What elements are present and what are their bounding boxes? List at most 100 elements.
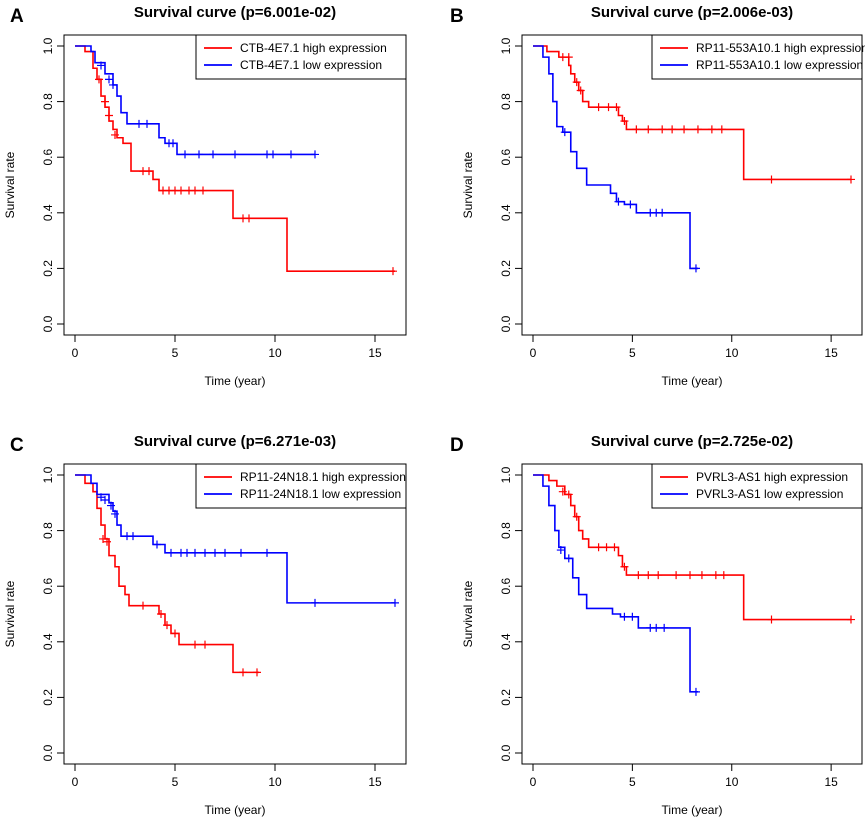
x-tick-label: 0 [72,775,79,789]
y-tick-label: 1.0 [41,37,55,54]
censor-mark-high [668,125,677,134]
y-tick-label: 0.0 [499,315,513,332]
censor-mark-low [101,496,109,505]
censor-mark-low [560,128,569,137]
censor-mark-high [558,487,567,496]
y-tick-label: 0.4 [499,633,513,650]
censor-mark-high [163,621,171,630]
legend-label-low: RP11-553A10.1 low expression [696,58,863,72]
legend-box [195,34,407,80]
x-tick-label: 0 [530,346,537,360]
censor-mark-low [109,80,117,89]
censor-mark-low [129,532,137,541]
censor-mark-high [686,571,695,580]
censor-mark-low [169,139,177,148]
censor-mark-low [221,548,229,557]
x-tick-label: 5 [172,775,179,789]
censor-mark-low [556,546,565,555]
plot-frame [63,34,407,336]
censor-mark-low [564,554,573,563]
censor-mark-high [620,562,629,571]
censor-mark-low [231,150,239,159]
censor-mark-low [183,548,191,557]
censor-mark-low [153,540,161,549]
legend-label-high: PVRL3-AS1 high expression [696,470,848,484]
survival-curve-low [75,474,395,604]
y-tick-label: 1.0 [41,466,55,483]
plot-frame [521,34,863,336]
censor-mark-high [564,53,573,62]
x-tick-label: 5 [172,346,179,360]
legend-label-low: RP11-24N18.1 low expression [240,487,401,501]
y-tick-label: 0.2 [499,260,513,277]
censor-mark-high [658,125,667,134]
x-tick-label: 5 [629,346,636,360]
censor-mark-high [564,490,573,499]
censor-mark-high [717,125,726,134]
censor-mark-low [143,119,151,128]
censor-mark-high [604,103,613,112]
x-tick-label: 10 [725,346,739,360]
censor-mark-low [111,509,119,518]
censor-mark-high [612,103,621,112]
y-tick-label: 0.8 [499,522,513,539]
y-tick-label: 0.0 [41,744,55,761]
censor-mark-low [211,548,219,557]
censor-mark-high [610,543,619,552]
x-tick-label: 0 [72,346,79,360]
censor-mark-high [620,117,629,126]
y-tick-label: 0.6 [499,578,513,595]
censor-mark-high [389,267,397,276]
censor-mark-high [95,75,103,84]
x-axis-title: Time (year) [662,803,723,817]
x-tick-label: 15 [368,346,382,360]
censor-mark-high [253,668,261,677]
censor-mark-low [201,548,209,557]
censor-mark-low [691,687,700,696]
panel-letter: D [450,435,464,456]
censor-mark-low [614,197,623,206]
censor-mark-high [171,629,179,638]
y-tick-label: 0.6 [499,149,513,166]
censor-mark-high [693,125,702,134]
chart-panel-d: D Survival curve (p=2.725e-02) 0.0 0.2 0.4 0.… [450,433,863,817]
censor-mark-low [660,623,669,632]
censor-mark-high [191,186,199,195]
censor-mark-high [767,175,776,184]
censor-mark-high [847,615,855,624]
y-axis-title: Survival rate [3,151,17,218]
censor-mark-low [269,150,277,159]
chart-title: Survival curve (p=2.006e-03) [591,4,793,21]
y-axis-title: Survival rate [461,580,475,647]
x-tick-label: 10 [268,775,282,789]
y-tick-label: 1.0 [499,37,513,54]
panel-letter: B [450,6,464,27]
censor-mark-high [576,86,585,95]
x-tick-label: 10 [725,775,739,789]
censor-mark-high [711,571,720,580]
survival-curve-low [75,45,315,156]
censor-mark-high [594,543,603,552]
chart-panel-a: A Survival curve (p=6.001e-02) 0.0 0.2 0.4 0.… [3,4,407,388]
censor-mark-high [177,186,185,195]
x-tick-label: 15 [824,346,838,360]
censor-mark-high [672,571,681,580]
censor-mark-high [634,571,643,580]
y-tick-label: 0.6 [41,149,55,166]
censor-mark-high [572,512,581,521]
censor-mark-high [632,125,641,134]
x-tick-label: 15 [368,775,382,789]
censor-mark-low [626,200,635,209]
censor-mark-low [105,75,113,84]
censor-mark-low [97,61,105,70]
censor-mark-high [105,111,113,120]
y-axis-title: Survival rate [3,580,17,647]
y-tick-label: 0.0 [41,315,55,332]
x-tick-label: 0 [530,775,537,789]
y-tick-label: 0.2 [499,689,513,706]
censor-mark-high [145,167,153,176]
legend-label-high: RP11-24N18.1 high expression [240,470,406,484]
censor-mark-high [199,186,207,195]
x-tick-label: 5 [629,775,636,789]
